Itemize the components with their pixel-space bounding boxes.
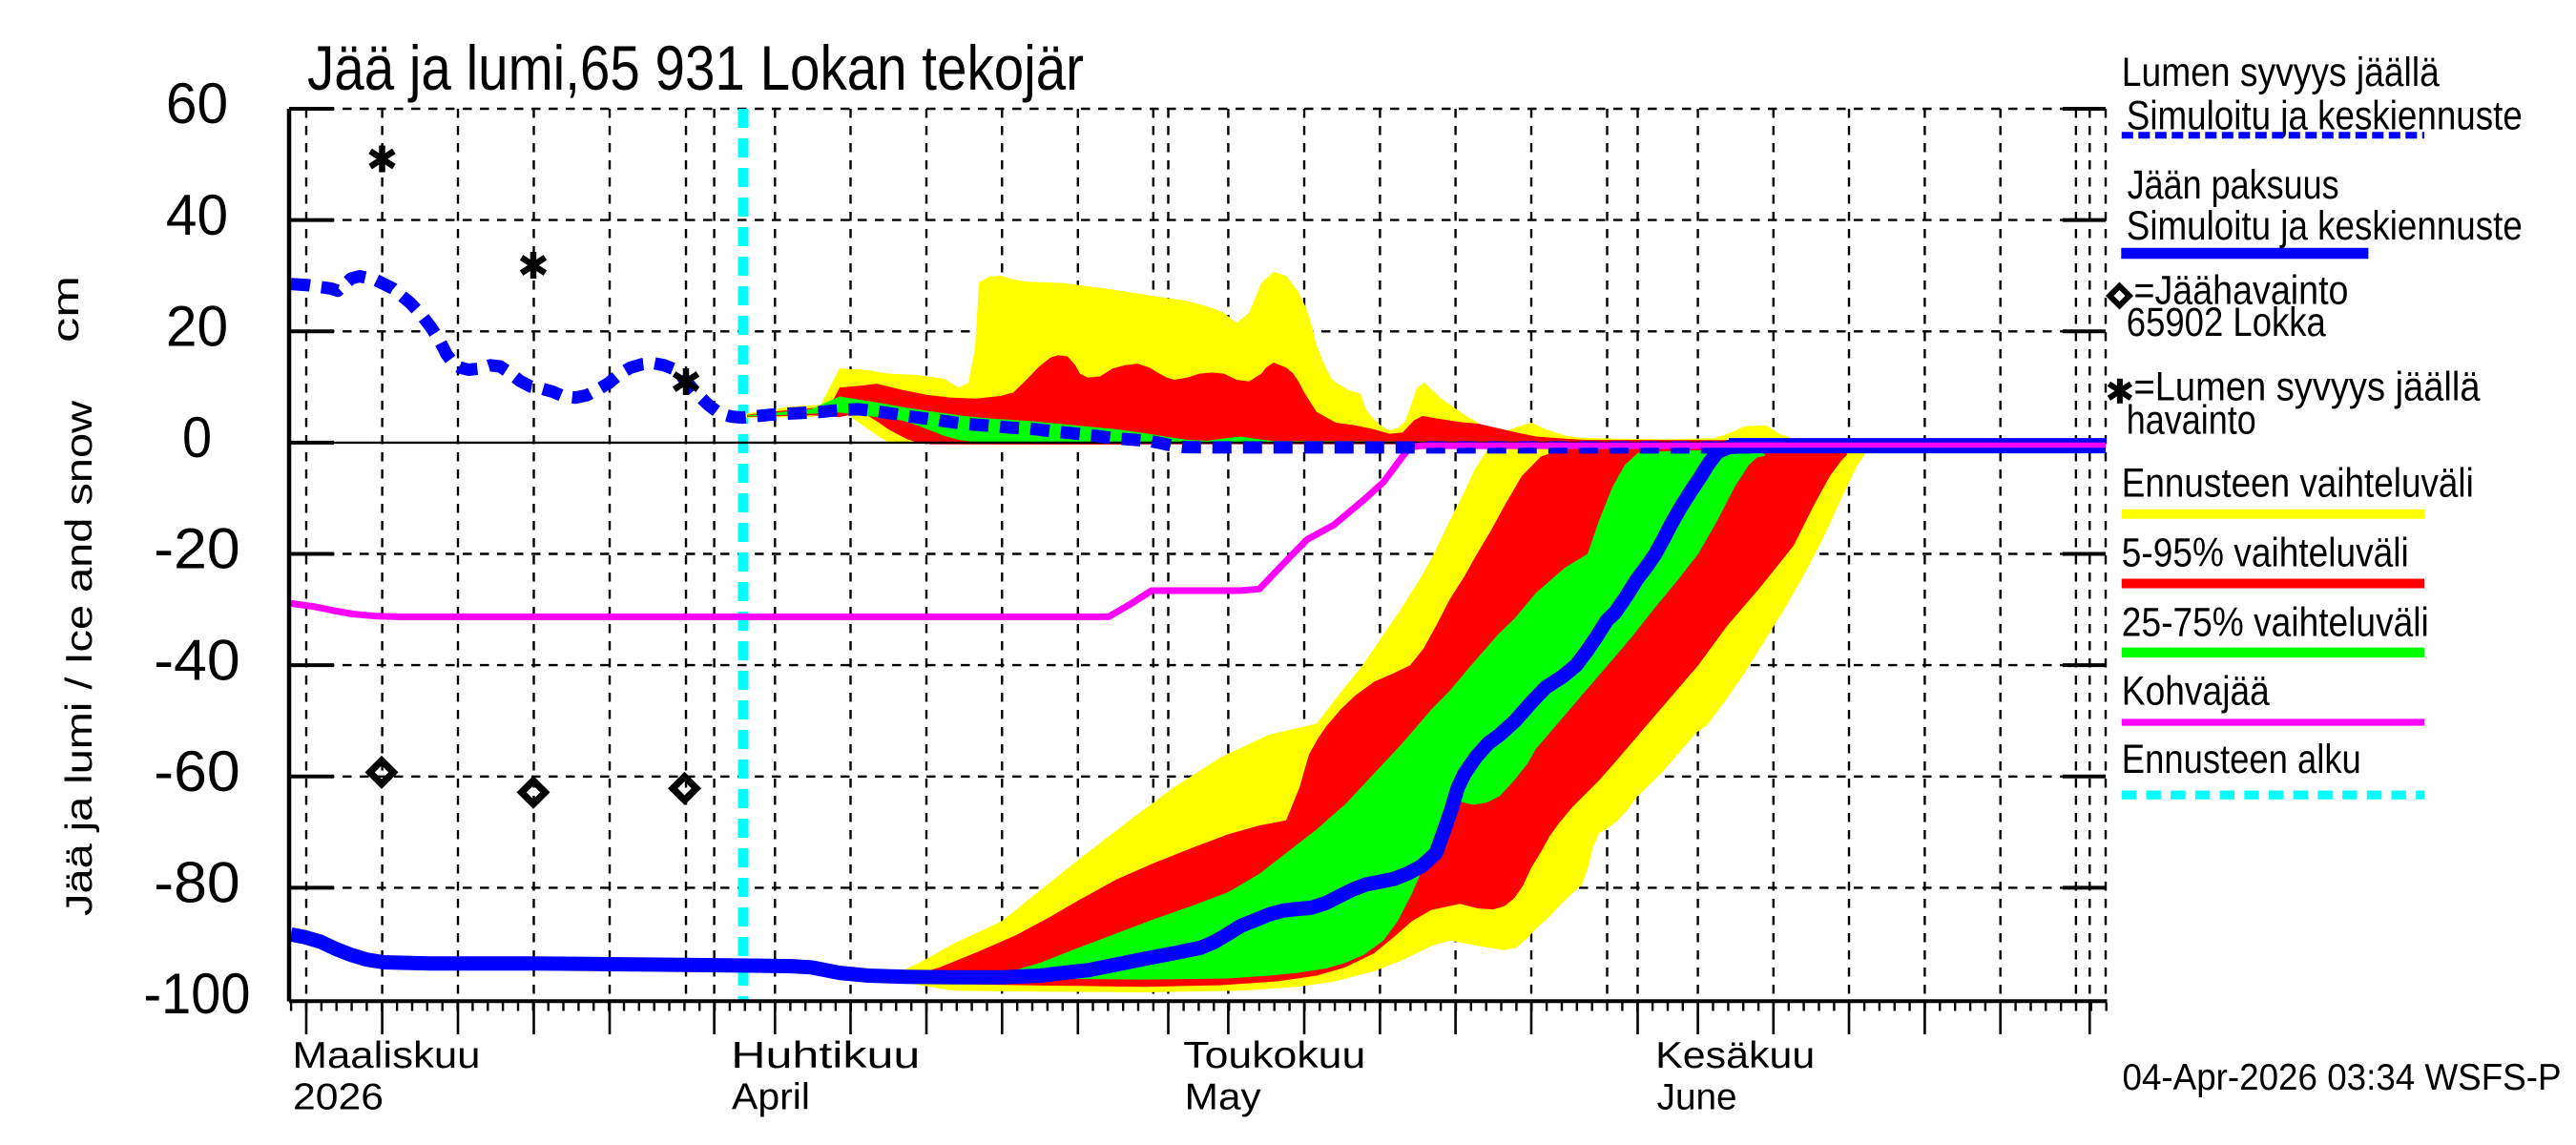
svg-text:=Jäähavainto: =Jäähavainto	[2134, 268, 2349, 314]
svg-text:Lumen syvyys jäällä: Lumen syvyys jäällä	[2122, 50, 2440, 95]
svg-text:0: 0	[182, 406, 212, 469]
svg-text:Maaliskuu: Maaliskuu	[293, 1035, 481, 1076]
svg-text:Simuloitu ja keskiennuste: Simuloitu ja keskiennuste	[2127, 203, 2523, 249]
svg-text:-60: -60	[154, 739, 239, 803]
svg-text:Kesäkuu: Kesäkuu	[1655, 1035, 1815, 1076]
svg-text:04-Apr-2026 03:34 WSFS-P: 04-Apr-2026 03:34 WSFS-P	[2123, 1057, 2562, 1098]
svg-text:2026: 2026	[293, 1076, 384, 1117]
svg-text:Jään paksuus: Jään paksuus	[2128, 162, 2339, 208]
svg-text:5-95% vaihteluväli: 5-95% vaihteluväli	[2122, 531, 2409, 576]
svg-text:-40: -40	[154, 628, 239, 692]
svg-text:Toukokuu: Toukokuu	[1183, 1035, 1365, 1076]
svg-text:65902 Lokka: 65902 Lokka	[2127, 300, 2326, 345]
svg-text:25-75% vaihteluväli: 25-75% vaihteluväli	[2122, 599, 2429, 645]
svg-text:June: June	[1657, 1076, 1737, 1117]
svg-text:havainto: havainto	[2127, 397, 2256, 443]
svg-text:40: 40	[166, 183, 228, 247]
svg-text:Jää ja lumi,65 931 Lokan tekoj: Jää ja lumi,65 931 Lokan tekojär	[307, 32, 1084, 103]
svg-text:Ennusteen alku: Ennusteen alku	[2122, 737, 2361, 782]
svg-text:60: 60	[166, 72, 228, 135]
svg-text:May: May	[1185, 1076, 1262, 1117]
svg-text:Huhtikuu: Huhtikuu	[731, 1035, 920, 1076]
svg-text:Jää ja lumi / Ice and snow: Jää ja lumi / Ice and snow	[59, 401, 100, 916]
svg-text:Kohvajää: Kohvajää	[2122, 669, 2270, 715]
svg-text:Ennusteen vaihteluväli: Ennusteen vaihteluväli	[2122, 460, 2474, 506]
svg-text:-100: -100	[144, 962, 251, 1026]
svg-text:=Lumen syvyys jäällä: =Lumen syvyys jäällä	[2134, 364, 2481, 409]
svg-text:Simuloitu ja keskiennuste: Simuloitu ja keskiennuste	[2127, 93, 2523, 138]
svg-text:cm: cm	[46, 276, 87, 343]
svg-text:20: 20	[166, 295, 228, 359]
svg-text:-20: -20	[154, 517, 239, 581]
svg-text:-80: -80	[154, 851, 239, 915]
svg-text:April: April	[732, 1076, 810, 1117]
